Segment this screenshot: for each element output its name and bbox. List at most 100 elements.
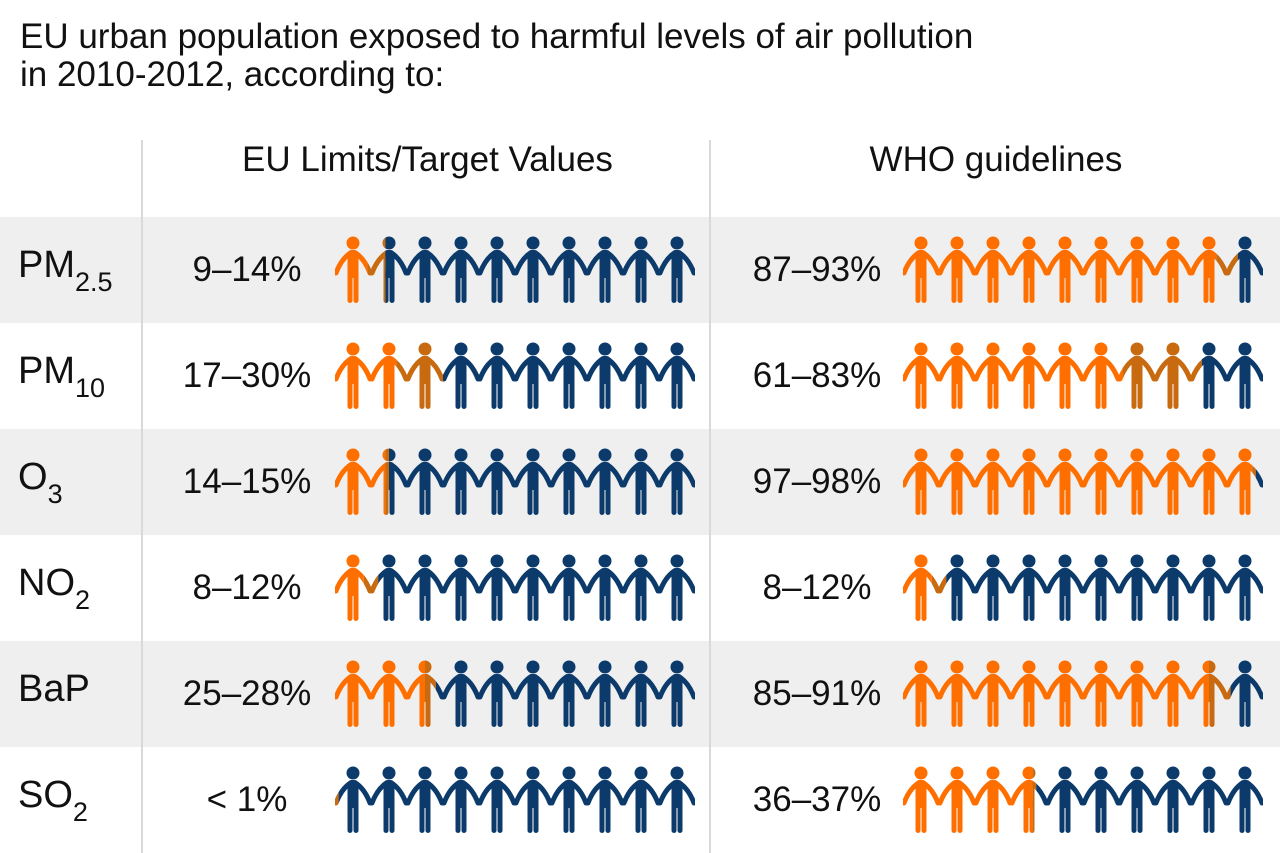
pollutant-row: BaP 25–28% 85–91%: [0, 641, 1280, 747]
person-figure: [1117, 766, 1157, 833]
person-figure: [338, 766, 373, 833]
person-figure: [1117, 554, 1157, 621]
who-percentage-label: 85–91%: [752, 674, 882, 713]
person-figure: [1117, 660, 1157, 727]
person-figure: [657, 236, 695, 303]
person-figure: [585, 554, 625, 621]
column-divider: [141, 140, 143, 853]
person-figure: [937, 766, 977, 833]
who-percentage-label: 36–37%: [752, 780, 882, 819]
pollutant-name: SO: [18, 774, 73, 816]
pollutant-label: PM10: [18, 350, 105, 403]
eu-people-pictogram: [335, 448, 695, 515]
person-figure: [585, 448, 625, 515]
person-figure: [335, 792, 339, 806]
person-figure: [903, 554, 932, 621]
person-figure: [585, 766, 625, 833]
person-figure: [973, 554, 1013, 621]
person-figure: [1081, 660, 1121, 727]
person-figure: [585, 236, 625, 303]
person-figure: [335, 236, 368, 303]
person-figure: [405, 766, 445, 833]
person-figure: [931, 575, 941, 594]
eu-people-pictogram: [335, 554, 695, 621]
who-percentage-label: 8–12%: [762, 568, 872, 607]
person-figure: [405, 660, 425, 727]
person-figure: [1189, 554, 1229, 621]
pollutant-name: PM: [18, 350, 75, 392]
person-figure: [1216, 253, 1229, 276]
person-figure: [477, 766, 517, 833]
who-people-pictogram: [903, 766, 1263, 833]
person-figure: [441, 554, 481, 621]
person-figure: [621, 554, 661, 621]
who-people-pictogram: [903, 342, 1263, 409]
person-figure: [1081, 554, 1121, 621]
person-figure: [477, 554, 517, 621]
person-figure: [903, 766, 941, 833]
person-figure: [477, 660, 517, 727]
person-figure: [621, 448, 661, 515]
person-figure: [657, 660, 695, 727]
person-figure: [973, 660, 1013, 727]
person-figure: [549, 660, 589, 727]
eu-percentage-label: 25–28%: [182, 674, 312, 713]
pollutant-subscript: 10: [75, 373, 106, 403]
eu-percentage-label: < 1%: [206, 780, 288, 819]
eu-people-pictogram: [335, 660, 695, 727]
person-figure: [385, 236, 409, 303]
who-people-pictogram: [903, 448, 1263, 515]
person-figure: [937, 660, 977, 727]
person-figure: [549, 342, 589, 409]
person-figure: [937, 342, 977, 409]
person-figure: [513, 660, 553, 727]
person-figure: [1036, 783, 1049, 806]
person-figure: [946, 554, 977, 621]
person-figure: [1153, 236, 1193, 303]
person-figure: [1153, 448, 1193, 515]
person-figure: [378, 554, 409, 621]
pollutant-row: PM2.5 9–14% 87–93%: [0, 217, 1280, 323]
person-figure: [335, 448, 373, 515]
person-figure: [405, 448, 445, 515]
pollutant-row: SO2 < 1% 36–37%: [0, 747, 1280, 853]
person-figure: [367, 262, 373, 276]
person-figure: [1045, 766, 1085, 833]
pollutant-subscript: 2: [75, 585, 91, 615]
person-figure: [903, 342, 941, 409]
person-figure: [1209, 660, 1229, 727]
person-figure: [441, 766, 481, 833]
person-figure: [1045, 554, 1085, 621]
person-figure: [1225, 686, 1231, 700]
person-figure: [1009, 660, 1049, 727]
person-figure: [657, 554, 695, 621]
person-figure: [1153, 766, 1193, 833]
person-figure: [441, 660, 481, 727]
eu-percentage-label: 8–12%: [192, 568, 302, 607]
who-percentage-label: 61–83%: [752, 356, 882, 395]
person-figure: [937, 448, 977, 515]
person-figure: [1201, 342, 1229, 409]
person-figure: [1117, 368, 1123, 382]
person-figure: [1189, 766, 1229, 833]
person-figure: [903, 660, 941, 727]
person-figure: [513, 766, 553, 833]
pollutant-row: PM10 17–30% 61–83%: [0, 323, 1280, 429]
person-figure: [1009, 342, 1049, 409]
person-figure: [435, 681, 445, 700]
person-figure: [369, 342, 397, 409]
person-figure: [1045, 448, 1085, 515]
person-figure: [1009, 448, 1049, 515]
person-figure: [396, 359, 409, 382]
person-figure: [1032, 767, 1037, 833]
person-figure: [585, 342, 625, 409]
person-figure: [1117, 236, 1157, 303]
title-line-1: EU urban population exposed to harmful l…: [20, 17, 974, 56]
pollutant-row: O3 14–15% 97–98%: [0, 429, 1280, 535]
person-figure: [335, 342, 373, 409]
person-figure: [973, 766, 1013, 833]
person-figure: [973, 236, 1013, 303]
who-percentage-label: 87–93%: [752, 250, 882, 289]
person-figure: [369, 766, 409, 833]
person-figure: [937, 575, 947, 594]
